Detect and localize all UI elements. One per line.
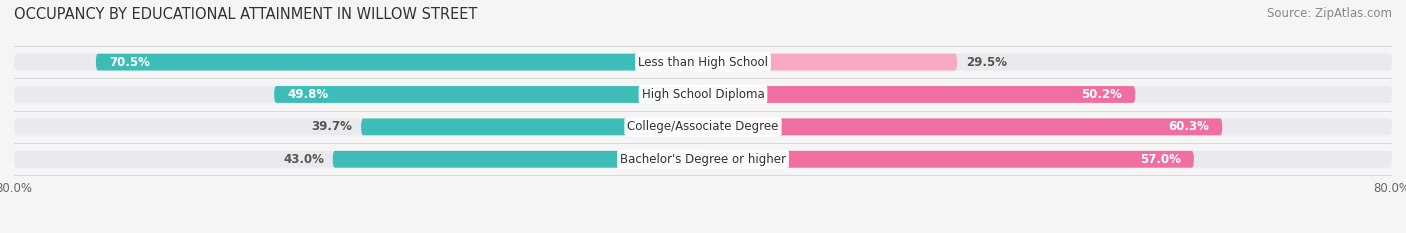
FancyBboxPatch shape (14, 54, 1392, 71)
Text: 57.0%: 57.0% (1140, 153, 1181, 166)
FancyBboxPatch shape (14, 118, 1392, 135)
Text: 50.2%: 50.2% (1081, 88, 1122, 101)
Text: 39.7%: 39.7% (312, 120, 353, 133)
Text: High School Diploma: High School Diploma (641, 88, 765, 101)
Text: 43.0%: 43.0% (283, 153, 323, 166)
FancyBboxPatch shape (274, 86, 703, 103)
Text: Bachelor's Degree or higher: Bachelor's Degree or higher (620, 153, 786, 166)
FancyBboxPatch shape (14, 151, 1392, 168)
FancyBboxPatch shape (703, 118, 1222, 135)
FancyBboxPatch shape (96, 54, 703, 71)
Text: 70.5%: 70.5% (108, 56, 149, 69)
Text: 29.5%: 29.5% (966, 56, 1007, 69)
FancyBboxPatch shape (361, 118, 703, 135)
Text: Source: ZipAtlas.com: Source: ZipAtlas.com (1267, 7, 1392, 20)
Text: Less than High School: Less than High School (638, 56, 768, 69)
Text: 60.3%: 60.3% (1168, 120, 1209, 133)
Text: OCCUPANCY BY EDUCATIONAL ATTAINMENT IN WILLOW STREET: OCCUPANCY BY EDUCATIONAL ATTAINMENT IN W… (14, 7, 478, 22)
Text: College/Associate Degree: College/Associate Degree (627, 120, 779, 133)
FancyBboxPatch shape (703, 86, 1135, 103)
Text: 49.8%: 49.8% (287, 88, 328, 101)
FancyBboxPatch shape (703, 151, 1194, 168)
FancyBboxPatch shape (14, 86, 1392, 103)
FancyBboxPatch shape (333, 151, 703, 168)
FancyBboxPatch shape (703, 54, 957, 71)
